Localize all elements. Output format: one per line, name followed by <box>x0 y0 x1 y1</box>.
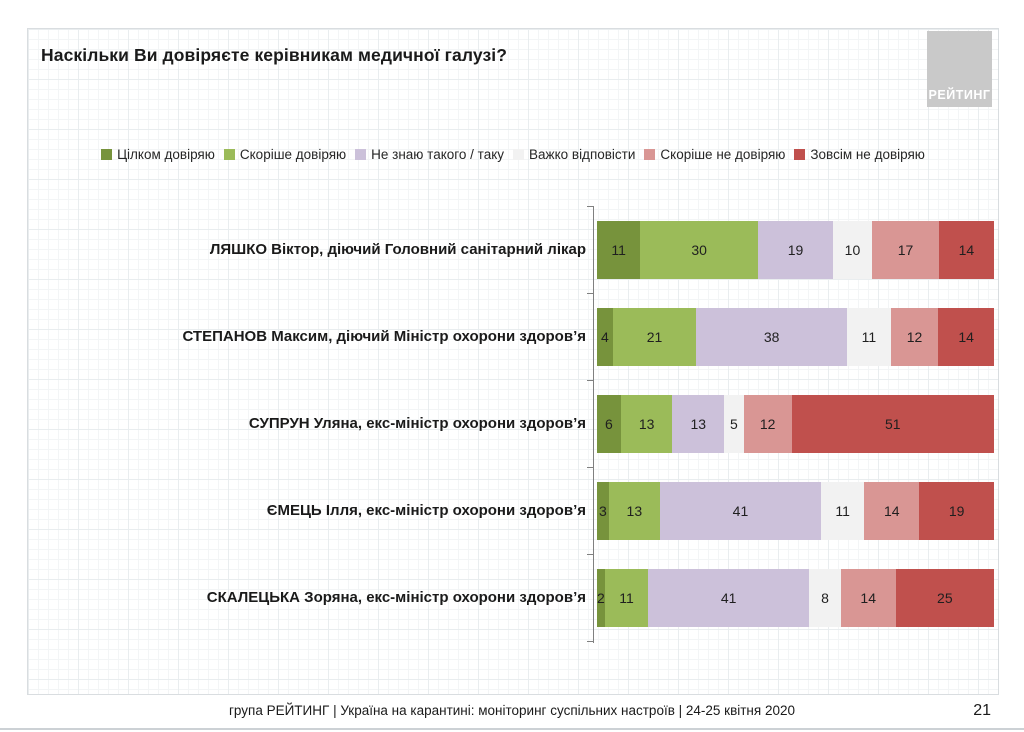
rating-group-logo: РЕЙТИНГ <box>927 31 992 107</box>
bar-segment: 11 <box>821 481 865 540</box>
bar-segment: 11 <box>597 220 641 279</box>
bar-segment: 10 <box>832 220 873 279</box>
category-label: СТЕПАНОВ Максим, діючий Міністр охорони … <box>182 328 586 345</box>
stacked-bar: 4 21 38 11 12 14 <box>597 307 994 366</box>
bar-segment: 3 <box>597 481 609 540</box>
legend-item: Скоріше не довіряю <box>644 147 785 162</box>
page-number: 21 <box>973 702 991 719</box>
bar-segment: 2 <box>597 568 605 627</box>
bar-segment: 13 <box>608 481 660 540</box>
bar-segment: 51 <box>791 394 994 453</box>
legend-swatch-icon <box>223 149 235 160</box>
stacked-bar: 11 30 19 10 17 14 <box>597 220 994 279</box>
legend-item: Зовсім не довіряю <box>794 147 925 162</box>
slide-border-box: Наскільки Ви довіряєте керівникам медичн… <box>27 28 999 695</box>
bar-segment: 13 <box>620 394 673 453</box>
stacked-bar: 2 11 41 8 14 25 <box>597 568 994 627</box>
legend-label: Зовсім не довіряю <box>810 147 925 162</box>
bar-segment: 13 <box>672 394 725 453</box>
category-axis-line <box>587 206 594 643</box>
axis-tick <box>587 554 593 555</box>
legend-item: Скоріше довіряю <box>223 147 347 162</box>
bar-segment: 11 <box>604 568 649 627</box>
chart-legend: Цілком довіряю Скоріше довіряю Не знаю так… <box>28 147 998 162</box>
bar-segment: 19 <box>919 481 994 540</box>
legend-label: Скоріше довіряю <box>239 147 347 162</box>
legend-swatch-icon <box>101 149 113 160</box>
bar-segment: 11 <box>847 307 891 366</box>
legend-item: Цілком довіряю <box>101 147 215 162</box>
legend-swatch-icon <box>644 149 656 160</box>
category-label: ЛЯШКО Віктор, діючий Головний санітарний… <box>209 241 586 258</box>
legend-swatch-icon <box>794 149 806 160</box>
bar-segment: 30 <box>640 220 759 279</box>
chart-row: ЛЯШКО Віктор, діючий Головний санітарний… <box>28 206 994 293</box>
chart-row: СУПРУН Уляна, екс-міністр охорони здоров… <box>28 380 994 467</box>
axis-tick <box>587 641 593 642</box>
legend-label: Скоріше не довіряю <box>660 147 786 162</box>
category-label: СКАЛЕЦЬКА Зоряна, екс-міністр охорони зд… <box>206 589 586 606</box>
bar-segment: 21 <box>612 307 697 366</box>
footer-source-text: група РЕЙТИНГ | Україна на карантині: мо… <box>229 703 795 718</box>
bar-segment: 4 <box>597 307 613 366</box>
bar-segment: 17 <box>872 220 939 279</box>
bar-segment: 14 <box>938 307 994 366</box>
bar-segment: 5 <box>724 394 744 453</box>
stacked-bar: 3 13 41 11 14 19 <box>597 481 994 540</box>
bar-segment: 19 <box>758 220 833 279</box>
page-title: Наскільки Ви довіряєте керівникам медичн… <box>41 45 507 65</box>
bar-segment: 6 <box>597 394 621 453</box>
bar-segment: 41 <box>648 568 810 627</box>
bar-segment: 14 <box>864 481 920 540</box>
bottom-divider <box>0 728 1024 730</box>
bar-segment: 12 <box>743 394 792 453</box>
chart-row: СКАЛЕЦЬКА Зоряна, екс-міністр охорони зд… <box>28 554 994 641</box>
bar-segment: 14 <box>938 220 994 279</box>
legend-label: Цілком довіряю <box>117 147 215 162</box>
stacked-bar: 6 13 13 5 12 51 <box>597 394 994 453</box>
bar-segment: 8 <box>809 568 841 627</box>
axis-tick <box>587 206 593 207</box>
legend-label: Не знаю такого / таку <box>371 147 505 162</box>
legend-swatch-icon <box>513 149 525 160</box>
legend-item: Важко відповісти <box>513 147 635 162</box>
category-label: ЄМЕЦЬ Ілля, екс-міністр охорони здоров’я <box>266 502 586 519</box>
legend-swatch-icon <box>355 149 367 160</box>
bar-segment: 25 <box>895 568 994 627</box>
bar-segment: 38 <box>696 307 848 366</box>
axis-tick <box>587 380 593 381</box>
category-label: СУПРУН Уляна, екс-міністр охорони здоров… <box>248 415 586 432</box>
bar-segment: 14 <box>840 568 896 627</box>
chart-row: СТЕПАНОВ Максим, діючий Міністр охорони … <box>28 293 994 380</box>
bar-segment: 12 <box>890 307 939 366</box>
axis-tick <box>587 293 593 294</box>
bar-segment: 41 <box>659 481 822 540</box>
axis-tick <box>587 467 593 468</box>
stacked-bar-chart: ЛЯШКО Віктор, діючий Головний санітарний… <box>28 206 994 642</box>
legend-item: Не знаю такого / таку <box>355 147 504 162</box>
legend-label: Важко відповісти <box>529 147 636 162</box>
rating-logo-text: РЕЙТИНГ <box>928 88 991 102</box>
chart-row: ЄМЕЦЬ Ілля, екс-міністр охорони здоров’я… <box>28 467 994 554</box>
